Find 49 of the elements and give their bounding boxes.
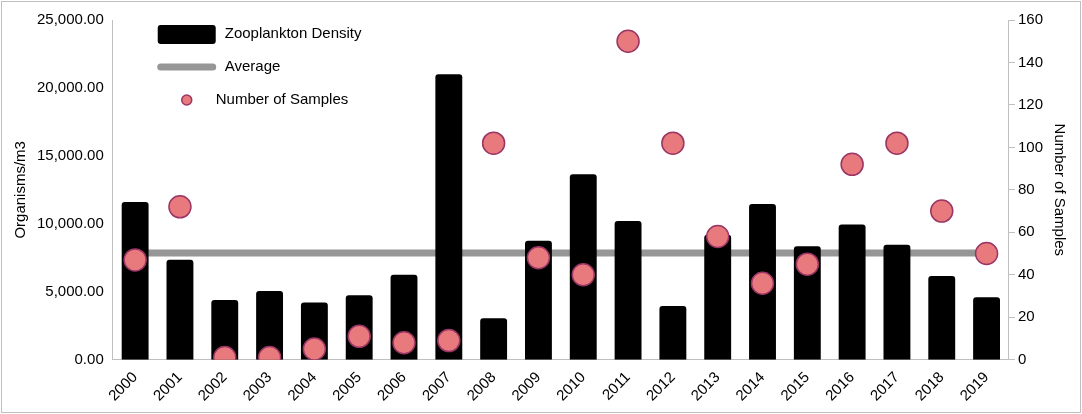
- y-tick-label: 10,000.00: [37, 213, 104, 231]
- point: [750, 271, 775, 295]
- point: [302, 337, 327, 360]
- y2-tick-label: 160: [1017, 10, 1043, 28]
- y-tick-label: 5,000.00: [45, 281, 104, 299]
- y-tick-label: 20,000.00: [37, 78, 104, 96]
- y2-tick-label: 80: [1017, 179, 1035, 197]
- y2-tick-label: 100: [1017, 137, 1043, 155]
- point: [930, 199, 954, 223]
- bar: [435, 74, 463, 360]
- point: [123, 248, 147, 272]
- bar: [659, 306, 687, 360]
- bar: [614, 221, 642, 360]
- bar: [704, 234, 732, 360]
- point: [705, 224, 730, 249]
- point: [616, 29, 640, 53]
- point: [526, 246, 551, 270]
- y2-tick-label: 0: [1017, 349, 1027, 367]
- point: [661, 131, 685, 155]
- y2-tick-label: 20: [1017, 307, 1035, 325]
- bar: [166, 259, 194, 360]
- point: [392, 330, 416, 355]
- bar: [883, 244, 911, 360]
- y2-tick-label: 40: [1017, 264, 1035, 282]
- y-axis-title: Organisms/m3: [11, 141, 29, 239]
- bar: [121, 202, 149, 360]
- point: [795, 252, 820, 276]
- y-tick-label: 0.00: [74, 349, 104, 367]
- legend-label: Average: [224, 57, 281, 75]
- bar: [928, 276, 956, 360]
- point: [885, 131, 909, 155]
- y2-axis-title: Number of Samples: [1051, 123, 1069, 257]
- point: [168, 195, 192, 219]
- y2-tick-label: 60: [1017, 222, 1035, 240]
- point: [974, 241, 999, 266]
- y2-tick-label: 120: [1017, 95, 1043, 113]
- bar: [480, 318, 508, 360]
- point: [571, 263, 596, 287]
- bar: [569, 174, 597, 360]
- y-tick-label: 15,000.00: [37, 146, 104, 164]
- y2-tick-label: 140: [1017, 52, 1043, 70]
- bar: [973, 297, 1001, 360]
- bar: [838, 224, 866, 360]
- legend-label: Number of Samples: [215, 90, 349, 108]
- y-tick-label: 25,000.00: [37, 10, 104, 28]
- point: [481, 131, 506, 155]
- point: [840, 152, 864, 177]
- legend-label: Zooplankton Density: [224, 24, 362, 42]
- point: [437, 328, 461, 353]
